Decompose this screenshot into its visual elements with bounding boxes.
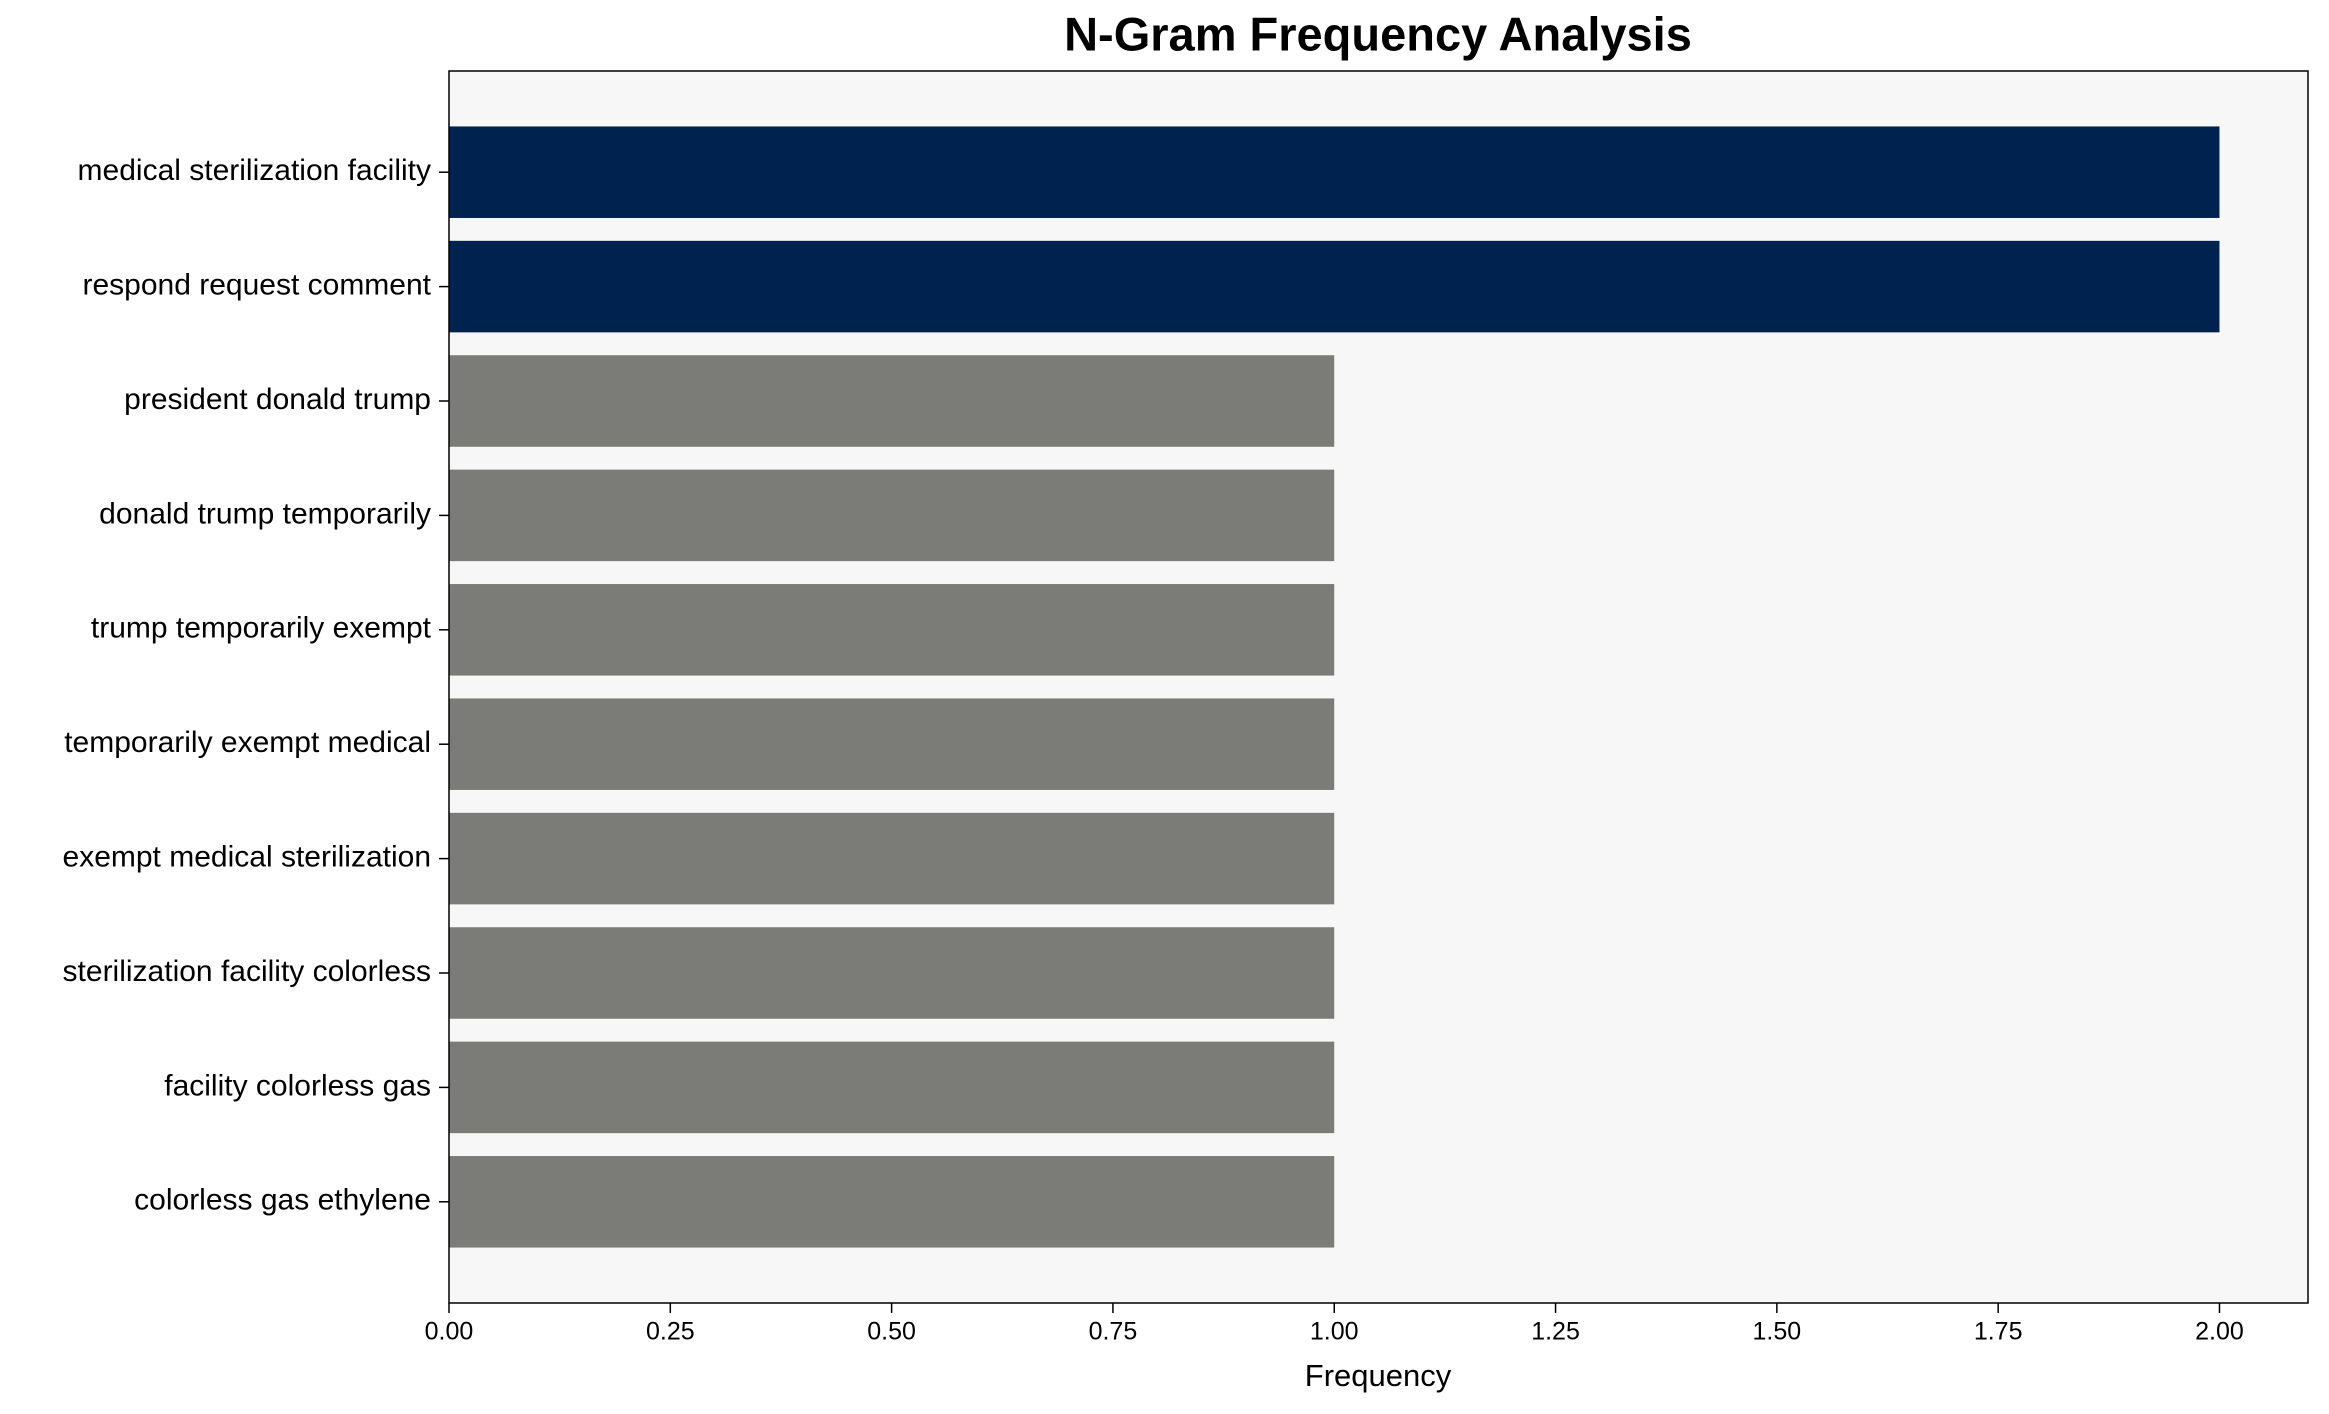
- bar: [449, 584, 1335, 676]
- x-axis-label: Frequency: [1305, 1358, 1452, 1393]
- x-tick-label: 0.25: [646, 1318, 695, 1346]
- bar: [449, 927, 1335, 1019]
- x-tick-label: 2.00: [2195, 1318, 2244, 1346]
- bar: [449, 698, 1335, 790]
- bar: [449, 240, 2220, 333]
- y-tick-label: exempt medical sterilization: [63, 841, 431, 874]
- bar: [449, 1041, 1335, 1134]
- x-tick-label: 1.00: [1310, 1318, 1359, 1346]
- y-tick-label: trump temporarily exempt: [91, 612, 432, 645]
- bar: [449, 355, 1335, 447]
- y-tick-label: donald trump temporarily: [99, 497, 431, 530]
- y-tick-label: colorless gas ethylene: [134, 1184, 431, 1217]
- y-tick-label: respond request comment: [82, 269, 431, 302]
- bar: [449, 812, 1335, 905]
- bar: [449, 1156, 1335, 1248]
- y-tick-label: facility colorless gas: [164, 1069, 431, 1102]
- chart-title: N-Gram Frequency Analysis: [1064, 7, 1692, 60]
- plot-frame: [448, 70, 2309, 1304]
- y-tick-label: temporarily exempt medical: [64, 726, 431, 759]
- x-tick-label: 0.50: [867, 1318, 916, 1346]
- y-tick-label: medical sterilization facility: [78, 154, 431, 187]
- x-tick-label: 1.25: [1531, 1318, 1580, 1346]
- bar: [449, 126, 2220, 218]
- y-tick-label: sterilization facility colorless: [63, 955, 431, 988]
- x-tick-label: 1.50: [1753, 1318, 1802, 1346]
- x-tick-label: 0.00: [425, 1318, 474, 1346]
- x-tick-label: 1.75: [1974, 1318, 2023, 1346]
- x-tick-label: 0.75: [1089, 1318, 1138, 1346]
- bar: [449, 469, 1335, 562]
- y-tick-label: president donald trump: [124, 383, 431, 416]
